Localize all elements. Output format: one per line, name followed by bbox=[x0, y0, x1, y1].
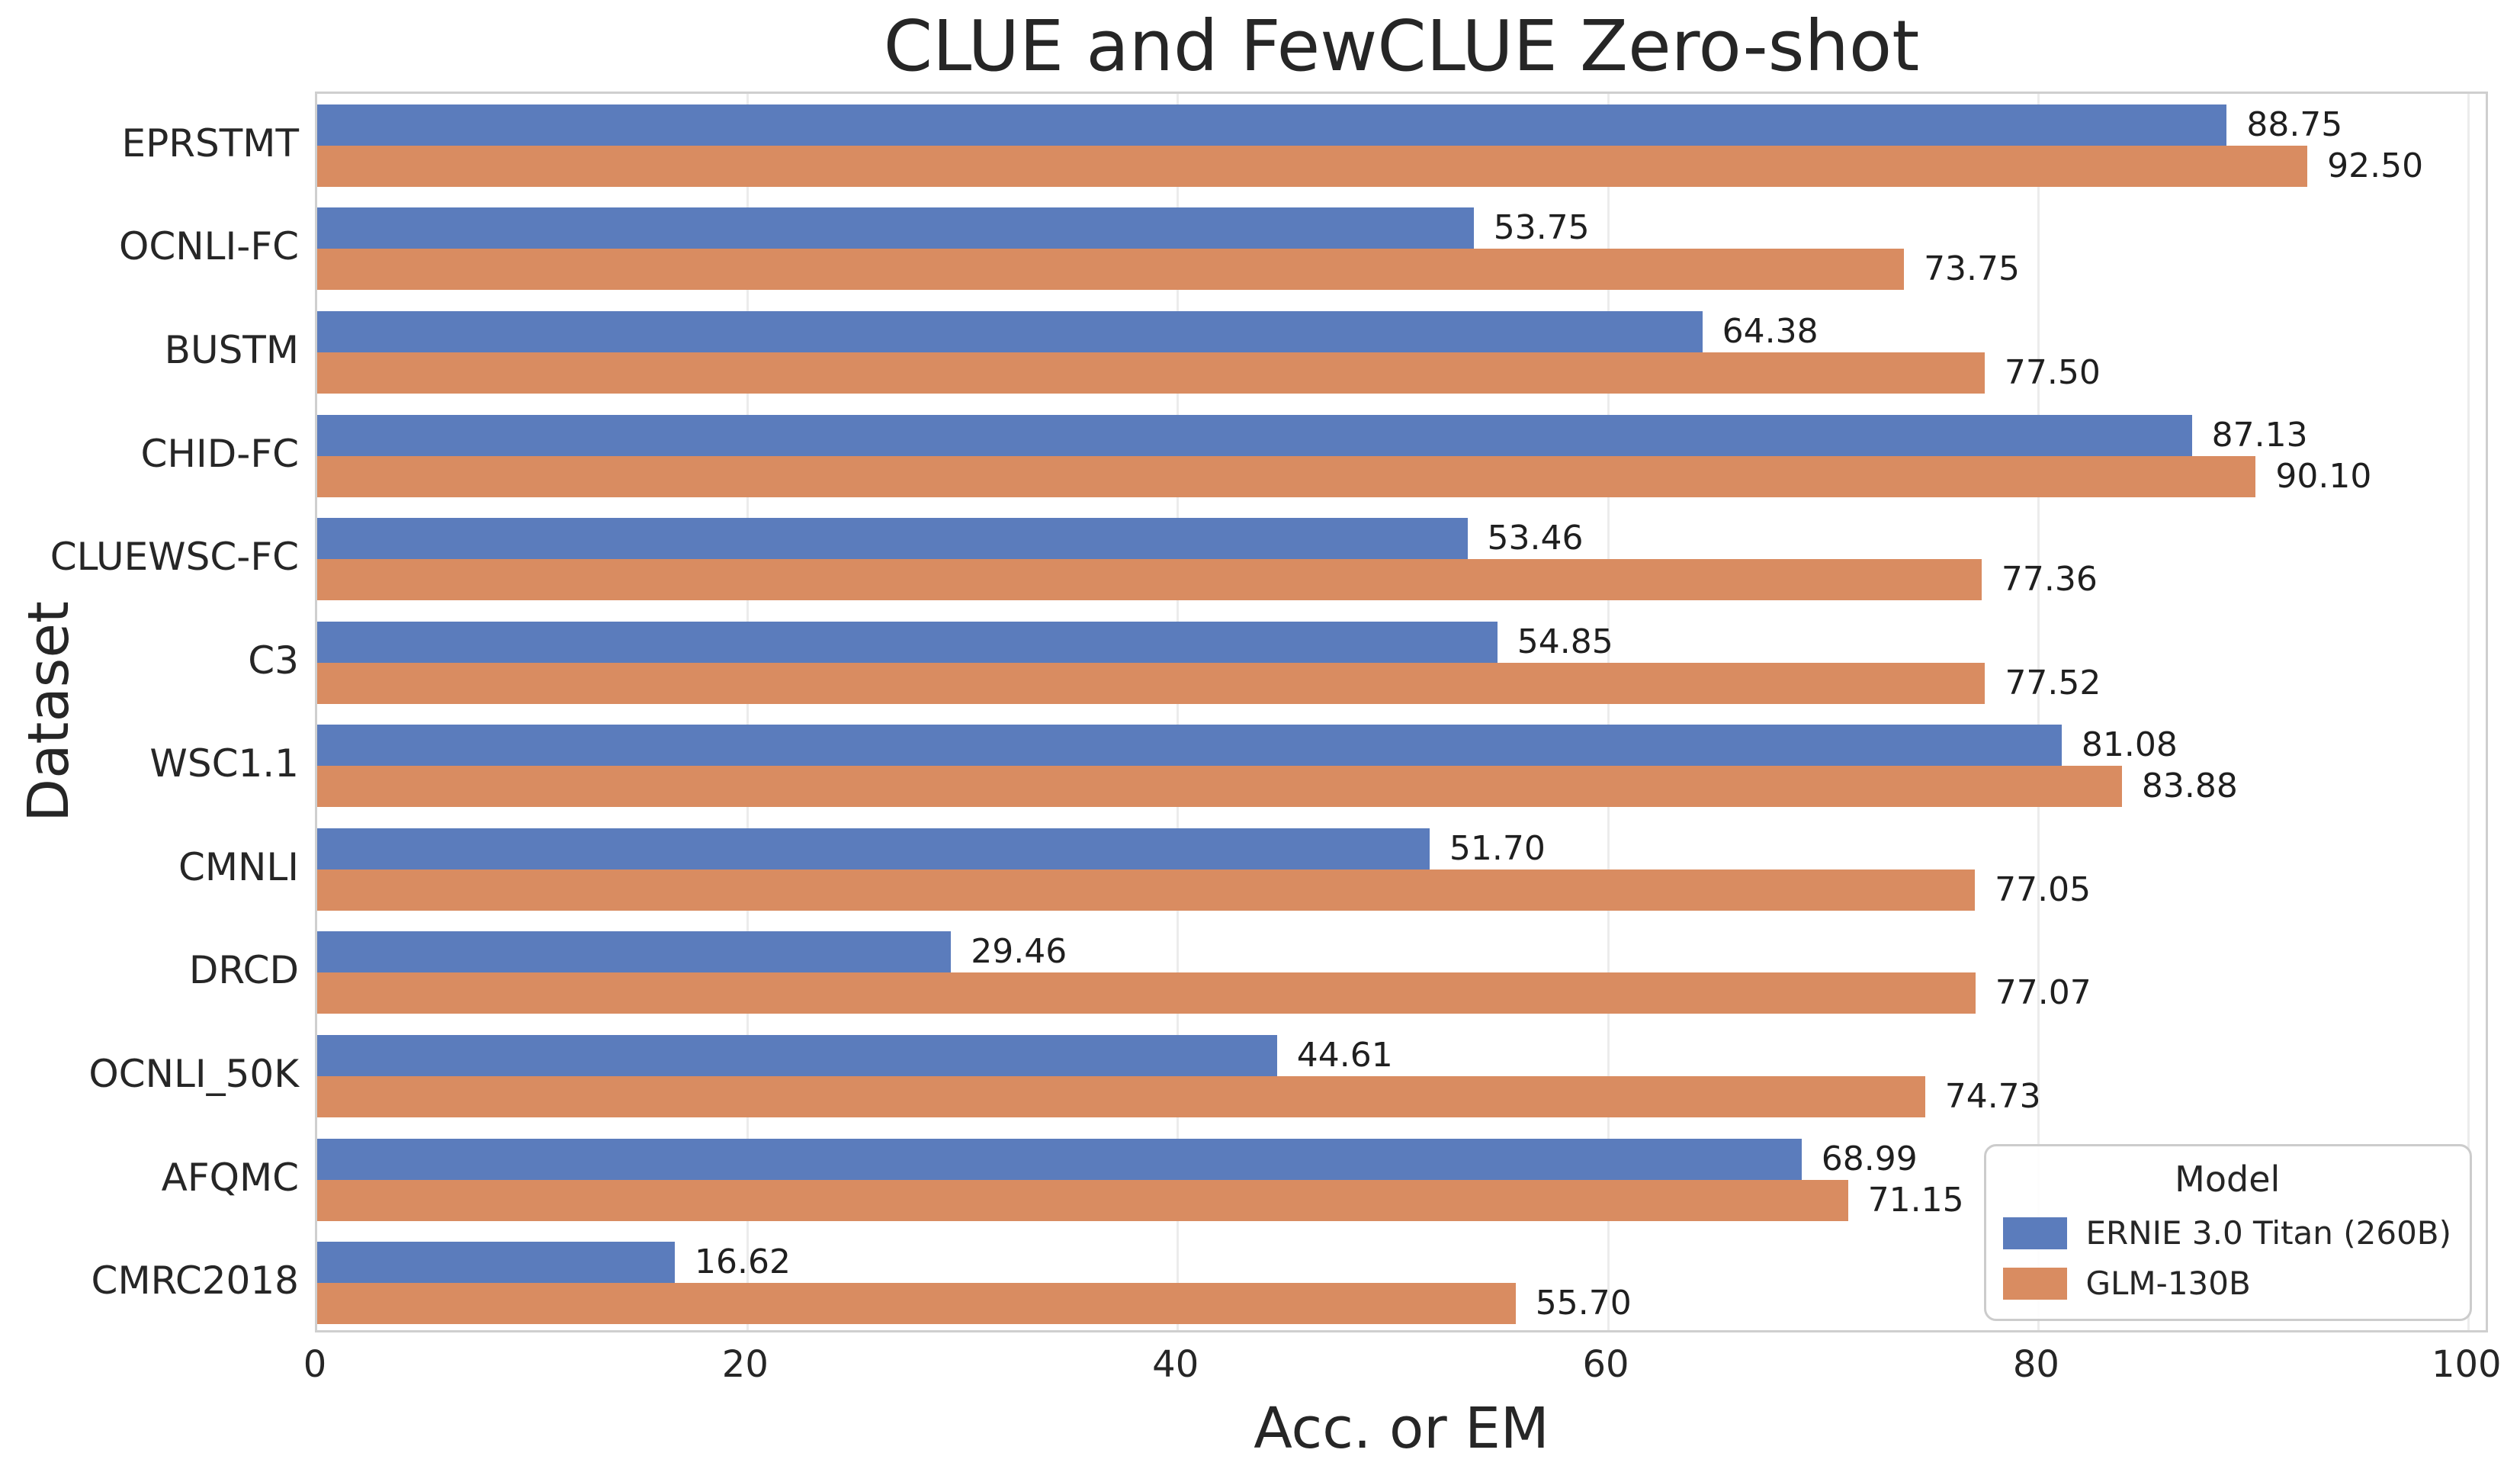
bar bbox=[317, 1076, 1925, 1118]
legend-swatch bbox=[2003, 1217, 2068, 1249]
bar bbox=[317, 1179, 1848, 1221]
value-label: 90.10 bbox=[2275, 456, 2372, 496]
x-tick-label: 100 bbox=[2431, 1343, 2502, 1386]
bar bbox=[317, 352, 1985, 394]
gridline bbox=[2037, 94, 2040, 1330]
y-tick-label: BUSTM bbox=[164, 327, 299, 372]
bar bbox=[317, 1283, 1516, 1325]
legend-label: GLM-130B bbox=[2085, 1265, 2251, 1302]
value-label: 54.85 bbox=[1517, 622, 1613, 661]
value-label: 64.38 bbox=[1722, 311, 1819, 351]
y-tick-label: AFQMC bbox=[161, 1155, 299, 1200]
gridline bbox=[746, 94, 749, 1330]
x-tick-label: 60 bbox=[1582, 1343, 1629, 1386]
y-tick-label: WSC1.1 bbox=[149, 741, 299, 786]
bar bbox=[317, 455, 2256, 497]
x-tick-label: 0 bbox=[303, 1343, 327, 1386]
value-label: 53.75 bbox=[1493, 208, 1590, 248]
value-label: 77.52 bbox=[2005, 663, 2101, 702]
plot-area: Model ERNIE 3.0 Titan (260B) GLM-130B 88.… bbox=[315, 92, 2488, 1332]
gridline bbox=[2467, 94, 2470, 1330]
legend-items: ERNIE 3.0 Titan (260B) GLM-130B bbox=[2003, 1213, 2451, 1303]
y-tick-label: CLUEWSC-FC bbox=[50, 535, 299, 580]
y-tick-label: C3 bbox=[248, 638, 299, 683]
x-tick-labels: 0 20 40 60 80 100 bbox=[303, 1332, 2502, 1386]
legend-title: Model bbox=[2175, 1159, 2281, 1200]
bar bbox=[317, 104, 2227, 146]
gridline bbox=[1177, 94, 1180, 1330]
legend-item: GLM-130B bbox=[2003, 1264, 2451, 1303]
gridline bbox=[1607, 94, 1610, 1330]
bar bbox=[317, 662, 1986, 704]
value-label: 87.13 bbox=[2211, 415, 2308, 455]
value-label: 73.75 bbox=[1924, 249, 2021, 289]
value-label: 88.75 bbox=[2246, 104, 2343, 144]
value-label: 44.61 bbox=[1296, 1036, 1393, 1075]
value-label: 92.50 bbox=[2327, 146, 2424, 185]
y-tick-label: CMRC2018 bbox=[91, 1258, 299, 1303]
legend-swatch bbox=[2003, 1268, 2068, 1300]
y-tick-label: EPRSTMT bbox=[121, 121, 299, 166]
value-label: 68.99 bbox=[1821, 1139, 1918, 1178]
bar bbox=[317, 972, 1976, 1014]
legend-item: ERNIE 3.0 Titan (260B) bbox=[2003, 1213, 2451, 1253]
x-tick-label: 40 bbox=[1152, 1343, 1199, 1386]
x-axis-label: Acc. or EM bbox=[1254, 1396, 1549, 1461]
bar bbox=[317, 828, 1430, 870]
value-label: 77.07 bbox=[1995, 973, 2091, 1013]
y-tick-label: OCNLI-FC bbox=[119, 224, 299, 269]
bar bbox=[317, 931, 952, 973]
value-label: 83.88 bbox=[2141, 767, 2238, 806]
legend: Model ERNIE 3.0 Titan (260B) GLM-130B bbox=[1984, 1144, 2472, 1321]
chart-title: CLUE and FewCLUE Zero-shot bbox=[883, 5, 1920, 87]
bar bbox=[317, 559, 1982, 601]
value-label: 74.73 bbox=[1944, 1077, 2041, 1117]
value-label: 53.46 bbox=[1487, 519, 1584, 558]
value-label: 29.46 bbox=[971, 932, 1067, 972]
bar bbox=[317, 621, 1498, 663]
bar bbox=[317, 518, 1468, 560]
bar bbox=[317, 145, 2308, 187]
value-label: 71.15 bbox=[1867, 1180, 1964, 1220]
bar bbox=[317, 725, 2062, 767]
bar bbox=[317, 249, 1905, 291]
bar bbox=[317, 766, 2122, 808]
legend-label: ERNIE 3.0 Titan (260B) bbox=[2085, 1214, 2451, 1252]
x-tick-label: 80 bbox=[2012, 1343, 2059, 1386]
value-label: 16.62 bbox=[694, 1242, 791, 1282]
y-tick-label: CMNLI bbox=[178, 844, 299, 889]
value-label: 81.08 bbox=[2081, 725, 2178, 765]
value-label: 55.70 bbox=[1535, 1284, 1632, 1323]
bar bbox=[317, 207, 1474, 249]
value-label: 77.36 bbox=[2001, 560, 2098, 599]
y-tick-label: OCNLI_50K bbox=[88, 1052, 299, 1097]
value-label: 51.70 bbox=[1449, 828, 1546, 868]
y-tick-label: DRCD bbox=[188, 948, 299, 993]
value-label: 77.50 bbox=[2004, 352, 2101, 392]
y-tick-labels: EPRSTMT OCNLI-FC BUSTM CHID-FC CLUEWSC-FC C3 W… bbox=[0, 92, 299, 1332]
bar bbox=[317, 414, 2192, 456]
bar bbox=[317, 1138, 1802, 1180]
y-tick-label: CHID-FC bbox=[140, 431, 299, 476]
bar bbox=[317, 869, 1976, 911]
x-tick-label: 20 bbox=[721, 1343, 769, 1386]
bar bbox=[317, 1035, 1277, 1077]
bar bbox=[317, 310, 1703, 352]
value-label: 77.05 bbox=[1995, 870, 2091, 909]
bar bbox=[317, 1242, 675, 1284]
